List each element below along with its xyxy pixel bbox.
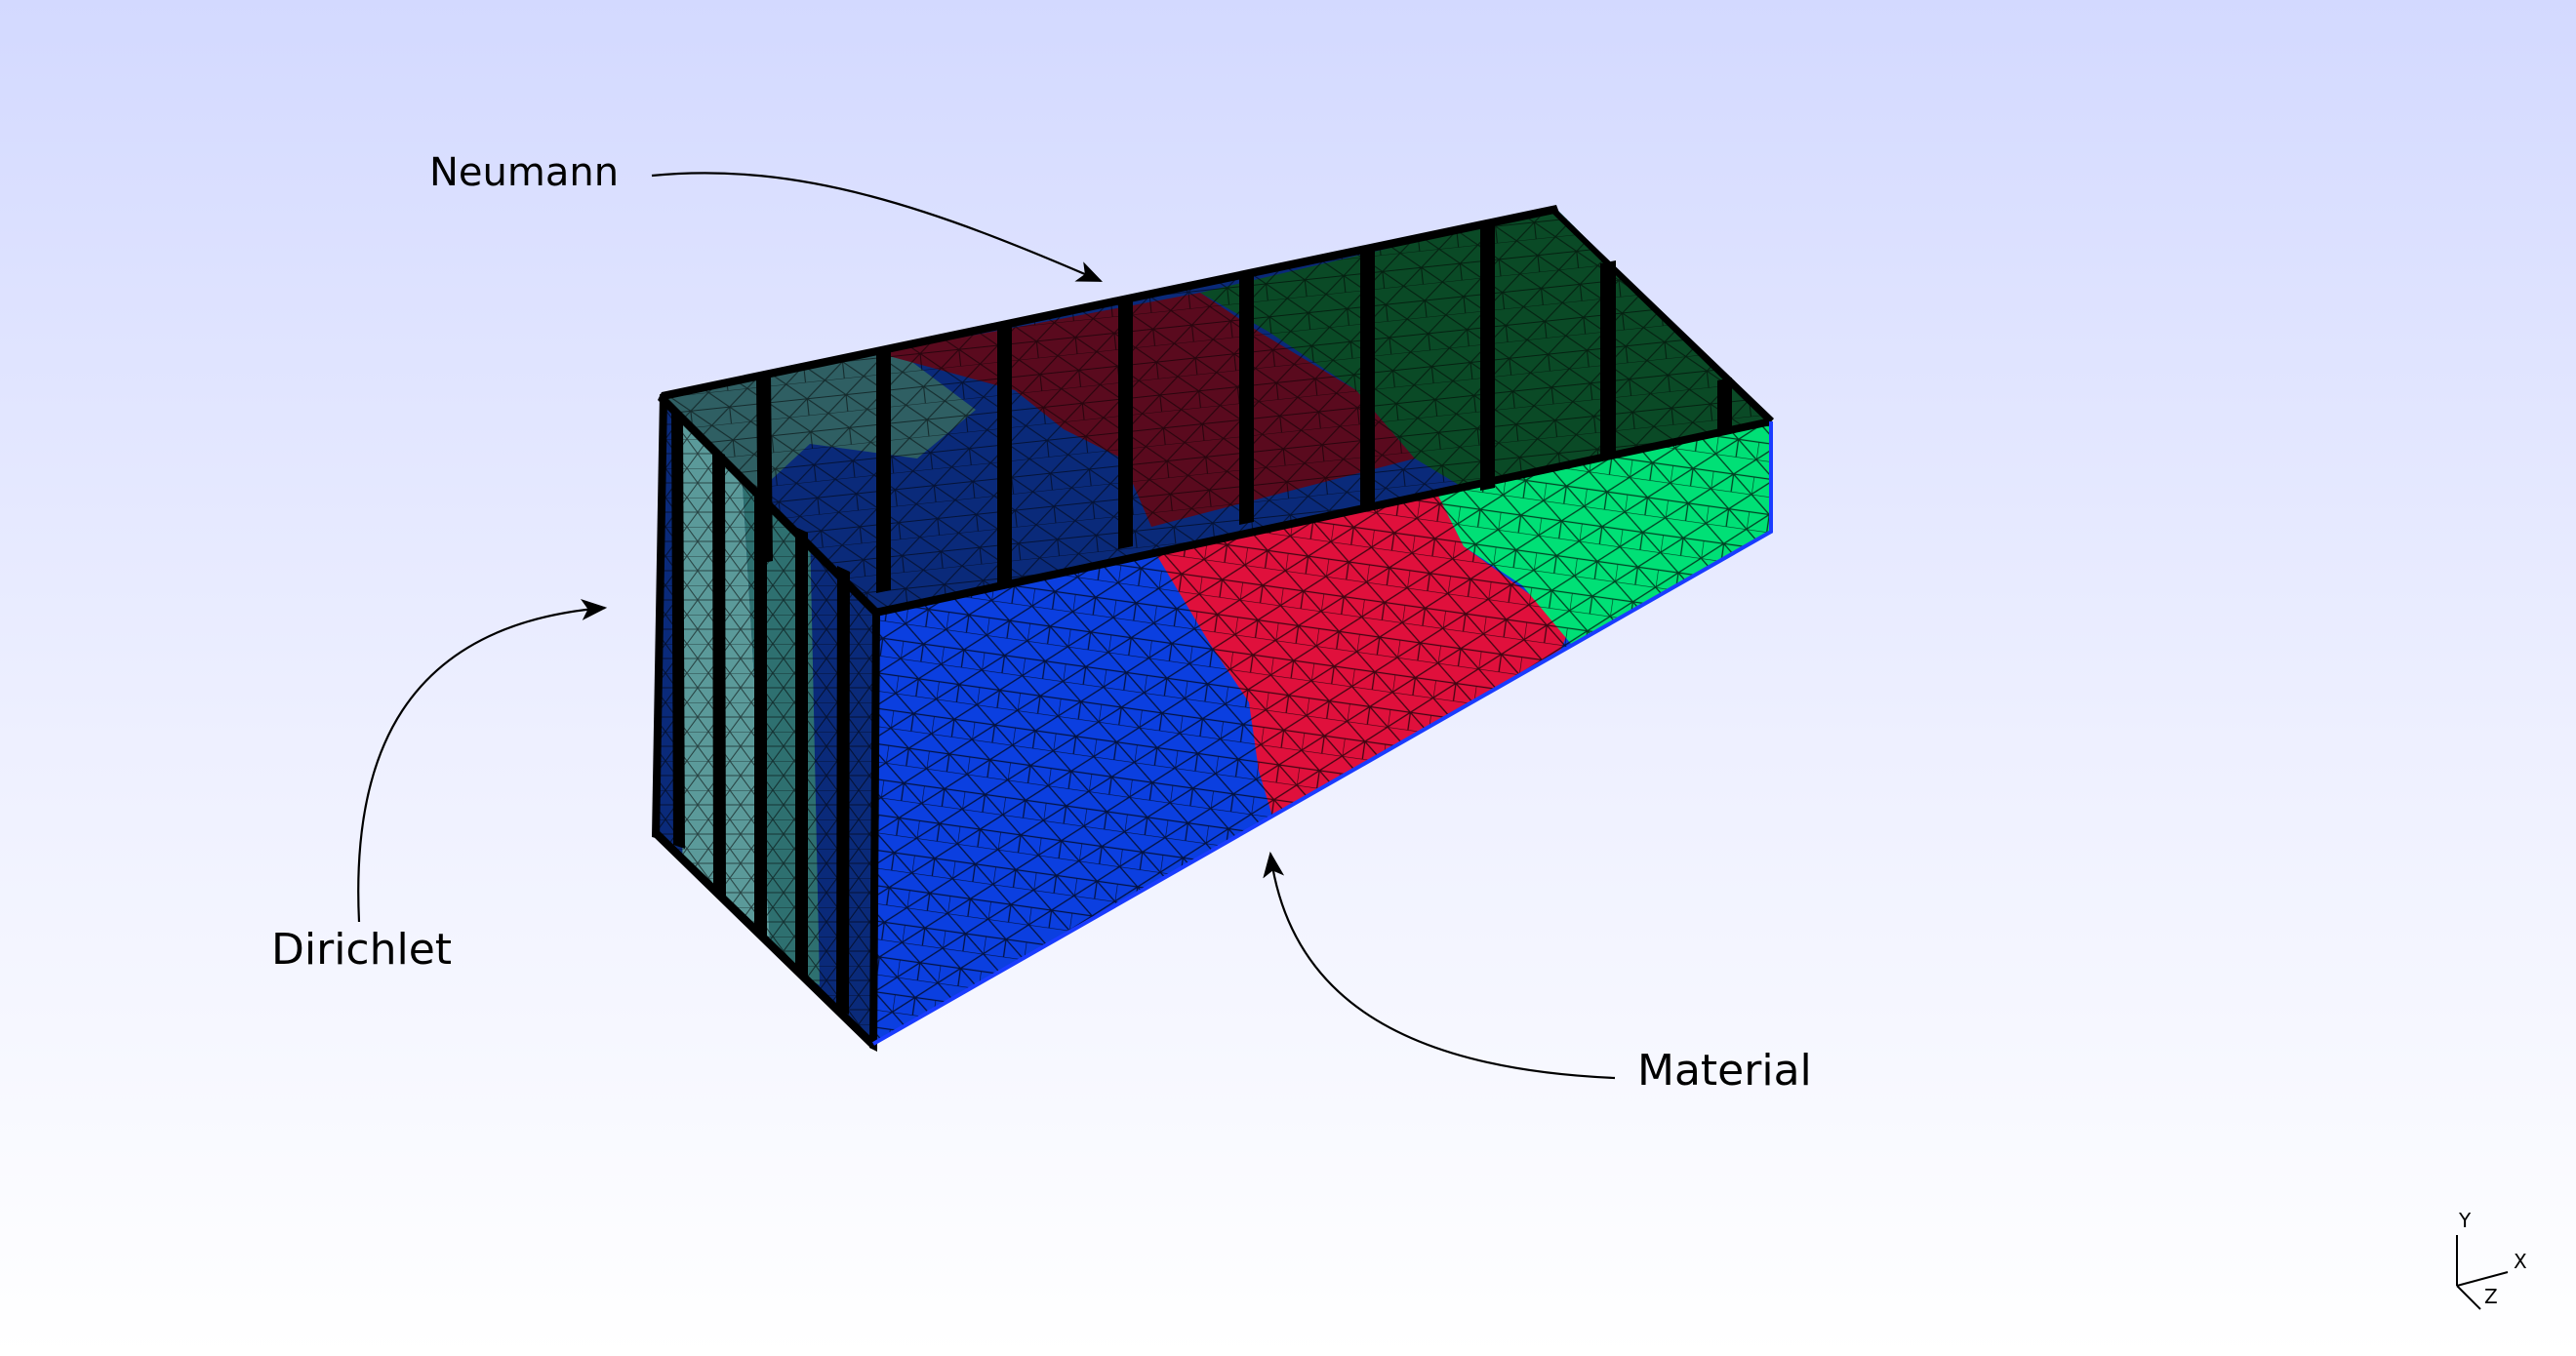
mesh-bars (652, 205, 1774, 1052)
dirichlet-label: Dirichlet (271, 925, 452, 975)
axis-x-label: X (2514, 1250, 2527, 1273)
material-label: Material (1637, 1046, 1812, 1096)
dirichlet-arrow (357, 599, 608, 923)
front-bottom-edge (872, 421, 1773, 1046)
axis-z-label: Z (2484, 1285, 2498, 1308)
annotation-arrows (357, 172, 1616, 1080)
neumann-arrow (651, 172, 1104, 283)
axis-triad-icon (2456, 1235, 2509, 1310)
material-arrow (1263, 851, 1616, 1080)
neumann-label: Neumann (429, 150, 619, 195)
axis-y-label: Y (2458, 1209, 2472, 1232)
